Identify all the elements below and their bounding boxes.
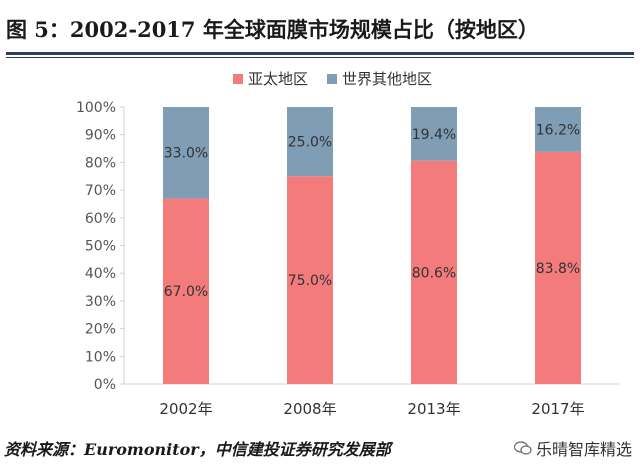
data-label: 67.0%: [164, 284, 208, 300]
bar-segment: [163, 107, 209, 199]
y-tick-label: 20%: [85, 322, 116, 338]
axes: 0% 10% 20% 30% 40% 50% 60% 70% 80% 90% 100%: [76, 100, 620, 393]
x-tick-label: 2017年: [531, 400, 584, 418]
y-tick-label: 80%: [85, 155, 116, 171]
title-rule-thin: [6, 57, 634, 58]
bar-segment: [287, 107, 333, 177]
bars: 67.0% 33.0% 2002年 75.0% 25.0% 2008年 80.6% 19.4%…: [159, 107, 585, 418]
legend-label-asia-pacific: 亚太地区: [248, 70, 308, 88]
data-label: 75.0%: [288, 273, 332, 289]
data-label: 80.6%: [412, 265, 456, 281]
bar-segment: [535, 151, 581, 384]
y-tick-label: 70%: [85, 183, 116, 199]
legend: 亚太地区 世界其他地区: [233, 70, 432, 88]
y-tick-label: 0%: [94, 377, 116, 393]
bar-segment: [411, 107, 457, 161]
y-tick-label: 100%: [76, 100, 116, 116]
title-rule: [6, 52, 634, 55]
bar-segment: [287, 176, 333, 384]
data-label: 83.8%: [536, 261, 580, 277]
stacked-bar-chart: 亚太地区 世界其他地区 0% 10% 20% 30% 40% 50% 60% 70% 80% 90…: [76, 70, 620, 418]
legend-label-rest-of-world: 世界其他地区: [342, 70, 432, 88]
watermark: 乐晴智库精选: [513, 436, 632, 460]
y-tick-label: 10%: [85, 349, 116, 365]
source-note: 资料来源：Euromonitor，中信建投证券研究发展部: [4, 440, 391, 459]
legend-swatch-rest-of-world: [327, 74, 337, 84]
x-tick-label: 2008年: [283, 400, 336, 418]
y-tick-label: 90%: [85, 128, 116, 144]
y-tick-label: 60%: [85, 211, 116, 227]
data-label: 16.2%: [536, 122, 580, 138]
y-tick-label: 40%: [85, 266, 116, 282]
y-tick-label: 50%: [85, 239, 116, 255]
y-tick-label: 30%: [85, 294, 116, 310]
data-label: 19.4%: [412, 127, 456, 143]
wechat-icon: [513, 441, 532, 455]
data-label: 25.0%: [288, 135, 332, 151]
legend-swatch-asia-pacific: [233, 74, 243, 84]
x-tick-label: 2013年: [407, 400, 460, 418]
data-label: 33.0%: [164, 146, 208, 162]
bar-segment: [163, 198, 209, 384]
page-title: 图 5：2002-2017 年全球面膜市场规模占比（按地区）: [6, 17, 539, 42]
bar-segment: [535, 107, 581, 152]
watermark-text: 乐晴智库精选: [535, 440, 632, 459]
bar-segment: [411, 160, 457, 384]
x-tick-label: 2002年: [159, 400, 212, 418]
